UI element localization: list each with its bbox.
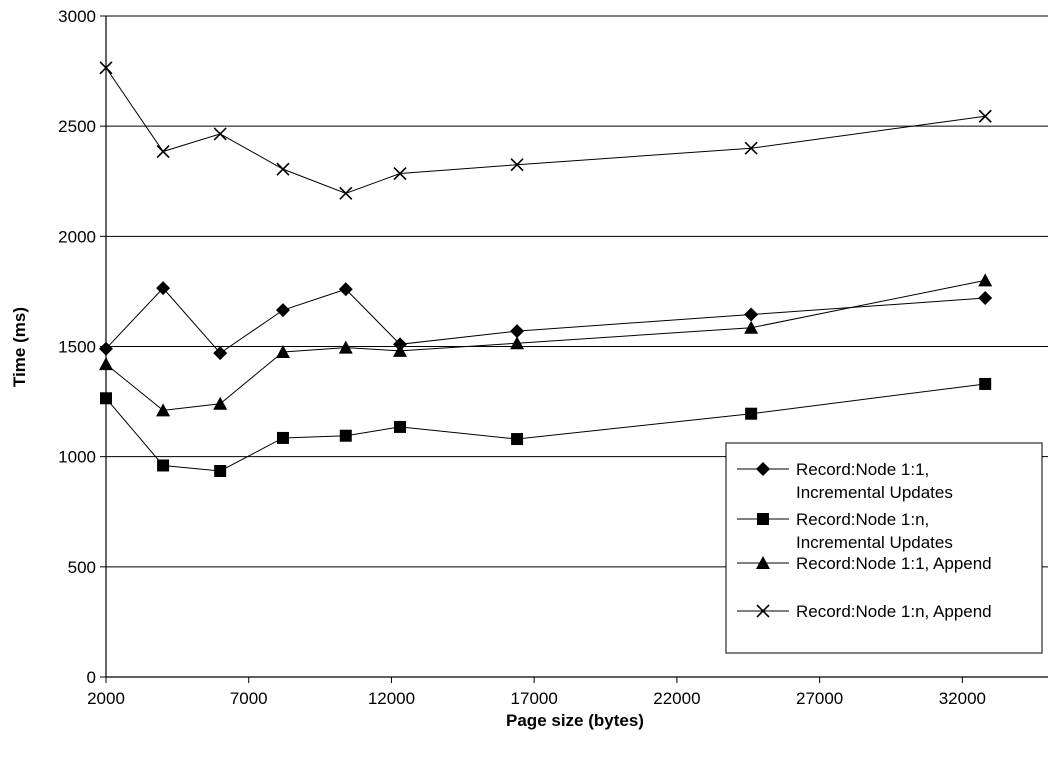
triangle-marker — [510, 336, 525, 350]
y-tick-label: 2000 — [58, 227, 96, 246]
x-axis-title: Page size (bytes) — [506, 711, 644, 730]
square-marker — [339, 429, 352, 442]
series-line — [105, 287, 986, 354]
legend-label: Record:Node 1:1, — [796, 460, 929, 479]
x-marker — [339, 186, 353, 200]
legend-label: Record:Node 1:1, Append — [796, 554, 992, 573]
legend-label: Incremental Updates — [796, 533, 953, 552]
square-marker — [394, 420, 407, 433]
triangle-marker — [744, 320, 759, 334]
x-tick-label: 2000 — [87, 689, 125, 708]
x-marker — [393, 166, 407, 181]
x-tick-label: 27000 — [796, 689, 843, 708]
legend-label: Record:Node 1:n, — [796, 510, 929, 529]
x-marker — [276, 162, 290, 176]
legend: Record:Node 1:1,Incremental UpdatesRecor… — [725, 442, 1043, 654]
y-axis-title: Time (ms) — [10, 307, 29, 387]
legend-item: Record:Node 1:n, Incremental Updates — [737, 510, 953, 552]
diamond-marker — [510, 324, 525, 339]
legend-item: Record:Node 1:1, Incremental Updates — [737, 460, 953, 502]
y-tick-labels: 0 500 1000 1500 2000 2500 3000 — [58, 7, 106, 687]
x-tick-label: 17000 — [511, 689, 558, 708]
y-tick-label: 500 — [68, 558, 96, 577]
square-marker — [100, 392, 112, 405]
triangle-marker — [393, 343, 408, 357]
series-diamond — [99, 281, 993, 361]
square-marker — [979, 377, 992, 390]
triangle-marker — [99, 357, 113, 371]
square-marker — [214, 464, 227, 477]
diamond-marker — [338, 282, 353, 297]
x-marker — [756, 604, 770, 618]
triangle-marker — [978, 273, 993, 287]
x-marker — [744, 141, 758, 155]
x-marker — [213, 127, 227, 141]
series-square — [100, 377, 992, 477]
diamond-marker — [275, 303, 290, 318]
y-tick-label: 1500 — [58, 338, 96, 357]
series-x — [99, 61, 992, 200]
legend-label: Incremental Updates — [796, 483, 953, 502]
square-marker — [157, 459, 170, 472]
legend-box — [725, 442, 1043, 654]
x-tick-labels: 2000 7000 12000 17000 22000 27000 32000 — [87, 677, 986, 708]
triangle-marker — [213, 396, 228, 410]
y-tick-label: 0 — [87, 668, 96, 687]
x-tick-label: 32000 — [939, 689, 986, 708]
x-marker — [510, 158, 524, 172]
y-tick-label: 3000 — [58, 7, 96, 26]
x-tick-label: 7000 — [230, 689, 268, 708]
diamond-marker — [213, 346, 228, 361]
x-marker — [156, 144, 170, 159]
diamond-marker — [756, 462, 770, 476]
diamond-marker — [99, 341, 113, 356]
legend-item: Record:Node 1:1, Append — [737, 554, 992, 573]
y-tick-label: 2500 — [58, 117, 96, 136]
x-marker — [99, 61, 113, 75]
series-group — [99, 61, 993, 477]
series-line — [105, 279, 986, 411]
diamond-marker — [744, 307, 759, 322]
square-marker — [511, 433, 524, 446]
x-marker — [978, 109, 992, 123]
x-tick-label: 22000 — [653, 689, 700, 708]
series-line — [105, 67, 986, 194]
triangle-marker — [275, 345, 290, 359]
series-triangle — [99, 273, 993, 417]
x-tick-label: 12000 — [368, 689, 415, 708]
triangle-marker — [338, 340, 353, 354]
square-marker — [276, 431, 289, 444]
y-tick-label: 1000 — [58, 448, 96, 467]
diamond-marker — [156, 281, 171, 296]
square-marker — [757, 513, 769, 525]
triangle-marker — [156, 403, 171, 417]
legend-label: Record:Node 1:n, Append — [796, 602, 992, 621]
square-marker — [745, 407, 758, 420]
legend-item: Record:Node 1:n, Append — [737, 602, 992, 621]
triangle-marker — [756, 556, 770, 569]
diamond-marker — [978, 291, 993, 306]
